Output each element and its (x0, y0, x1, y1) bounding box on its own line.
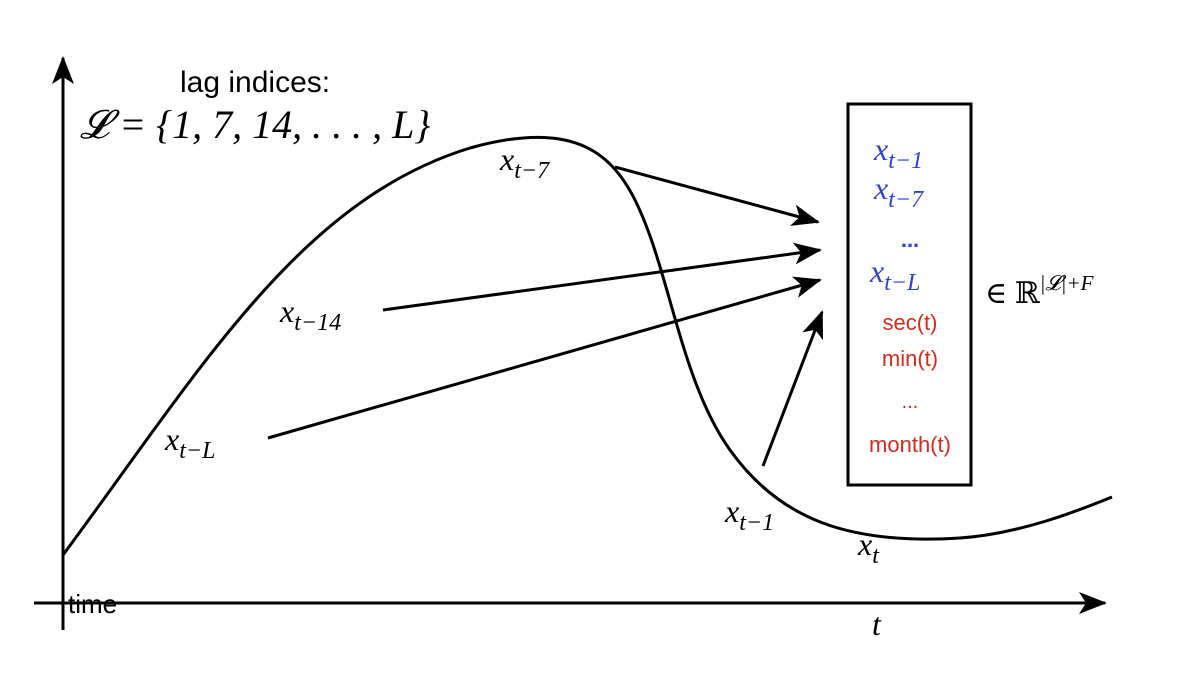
feature-sec: sec(t) (883, 310, 938, 335)
feature-time-ellipsis: ... (902, 391, 919, 413)
label-x-t: xt (857, 526, 880, 569)
feature-x-t-minus-L: xt−L (869, 253, 920, 296)
feature-month: month(t) (869, 432, 951, 457)
arrow-from-x-t-minus-L (267, 276, 822, 440)
lag-set-formula: 𝓛 = {1, 7, 14, . . . , L} (80, 102, 430, 147)
label-x-t-minus-1: xt−1 (724, 493, 774, 536)
x-axis-label: time (68, 589, 117, 619)
feature-x-t-minus-7: xt−7 (873, 170, 924, 213)
label-x-t-minus-L: xt−L (164, 421, 215, 464)
label-x-t-minus-7: xt−7 (499, 141, 550, 184)
feature-space: ∈ ℝ|𝓛|+F (985, 271, 1094, 310)
arrow-from-x-t-minus-7 (614, 165, 820, 226)
feature-min: min(t) (882, 346, 938, 371)
feature-lag-ellipsis: ... (901, 227, 919, 252)
arrow-from-x-t-minus-14 (382, 242, 822, 312)
feature-x-t-minus-1: xt−1 (873, 131, 923, 174)
feature-vector-box (846, 102, 973, 487)
x-axis-symbol: t (872, 606, 882, 642)
label-x-t-minus-14: xt−14 (279, 293, 341, 336)
arrow-from-x-t-minus-1 (761, 310, 824, 467)
lag-indices-label: lag indices: (180, 66, 330, 99)
time-series-curve (61, 135, 1113, 556)
